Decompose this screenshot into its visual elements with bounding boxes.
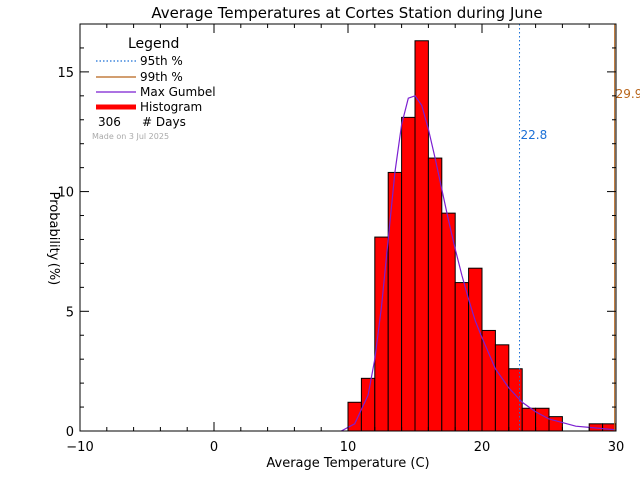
x-tick-label: 0 [210, 440, 218, 455]
y-axis-label-line2: (%) [46, 263, 61, 286]
y-axis-label: Probability (%) [46, 192, 61, 286]
x-tick-label: −10 [66, 440, 93, 455]
gumbel-curve [341, 95, 617, 432]
legend-label-gumbel: Max Gumbel [140, 85, 216, 99]
x-tick-label: 20 [474, 440, 491, 455]
histogram-bar [427, 157, 443, 432]
histogram-bar [521, 407, 537, 432]
histogram-bar [454, 282, 470, 432]
legend-label-histogram: Histogram [140, 100, 202, 114]
made-on-note: Made on 3 Jul 2025 [92, 132, 169, 141]
percentile-99-label: 29.9 [616, 87, 640, 101]
histogram-bar [548, 416, 563, 432]
legend-label-99th: 99th % [140, 70, 183, 84]
percentile-95-label: 22.8 [521, 128, 548, 142]
legend-days-count: 306 [98, 115, 121, 129]
histogram-bar [441, 212, 456, 432]
y-tick-label: 0 [66, 425, 74, 440]
histogram-bar [468, 267, 483, 432]
y-tick-label: 5 [66, 305, 74, 320]
x-axis-label: Average Temperature (C) [266, 456, 429, 471]
y-tick-label: 10 [57, 186, 74, 201]
histogram-bar [481, 329, 496, 432]
plot-area: 22.8 29.9 [341, 24, 640, 432]
legend-days-label: # Days [142, 115, 186, 129]
histogram-bar [535, 407, 550, 432]
histogram-bar [374, 236, 389, 432]
y-tick-label: 15 [57, 66, 74, 81]
legend-title: Legend [128, 36, 179, 52]
histogram-bar [387, 171, 403, 432]
y-axis-label-line1: Probability [46, 192, 61, 261]
x-tick-label: 30 [608, 440, 625, 455]
chart-title: Average Temperatures at Cortes Station d… [151, 4, 542, 22]
histogram-bar [401, 116, 416, 432]
histogram-bar [494, 344, 510, 432]
legend: Legend 95th % 99th % Max Gumbel Histogra… [92, 36, 216, 141]
x-tick-label: 10 [340, 440, 357, 455]
legend-label-95th: 95th % [140, 54, 183, 68]
